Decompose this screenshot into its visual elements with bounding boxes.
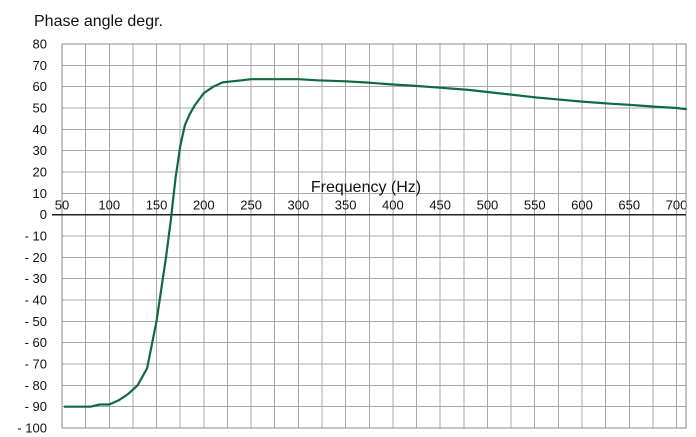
y-tick-label: - 30	[25, 271, 47, 286]
x-tick-label: 250	[240, 198, 262, 213]
y-tick-label: 80	[33, 37, 47, 52]
x-tick-label: 200	[193, 198, 215, 213]
x-tick-label: 100	[98, 198, 120, 213]
x-tick-label: 600	[571, 198, 593, 213]
grid	[62, 43, 686, 429]
x-tick-labels: 50 100 150 200 250 300 350 400 450 500 550 600 650 70…	[55, 198, 688, 213]
y-tick-label: - 100	[17, 421, 47, 436]
y-tick-label: 40	[33, 122, 47, 137]
y-tick-label: 60	[33, 79, 47, 94]
x-tick-label: 450	[429, 198, 451, 213]
x-tick-label: 150	[146, 198, 168, 213]
y-tick-label: - 80	[25, 378, 47, 393]
y-tick-label: - 90	[25, 399, 47, 414]
x-tick-label: 650	[618, 198, 640, 213]
x-tick-label: 500	[477, 198, 499, 213]
y-tick-label: - 50	[25, 314, 47, 329]
y-tick-label: 10	[33, 186, 47, 201]
y-tick-label: 0	[40, 207, 47, 222]
phase-angle-series	[63, 78, 688, 408]
x-tick-label: 400	[382, 198, 404, 213]
x-axis-label: Frequency (Hz)	[311, 179, 421, 196]
y-tick-label: 70	[33, 58, 47, 73]
y-tick-label: 30	[33, 143, 47, 158]
y-tick-label: - 10	[25, 229, 47, 244]
x-tick-label: 550	[524, 198, 546, 213]
chart-title: Phase angle degr.	[34, 13, 163, 30]
plot-frame	[61, 43, 687, 429]
y-tick-label: - 20	[25, 250, 47, 265]
x-tick-label: 350	[335, 198, 357, 213]
x-tick-label: 300	[288, 198, 310, 213]
y-tick-label: - 60	[25, 335, 47, 350]
y-tick-label: 50	[33, 101, 47, 116]
y-tick-label: - 70	[25, 357, 47, 372]
y-tick-labels: 80 70 60 50 40 30 20 10 0 - 10 - 20 - 30 - 40 - 50 - 6…	[17, 37, 47, 436]
y-tick-label: 20	[33, 165, 47, 180]
x-tick-label: 700	[666, 198, 688, 213]
y-tick-label: - 40	[25, 293, 47, 308]
